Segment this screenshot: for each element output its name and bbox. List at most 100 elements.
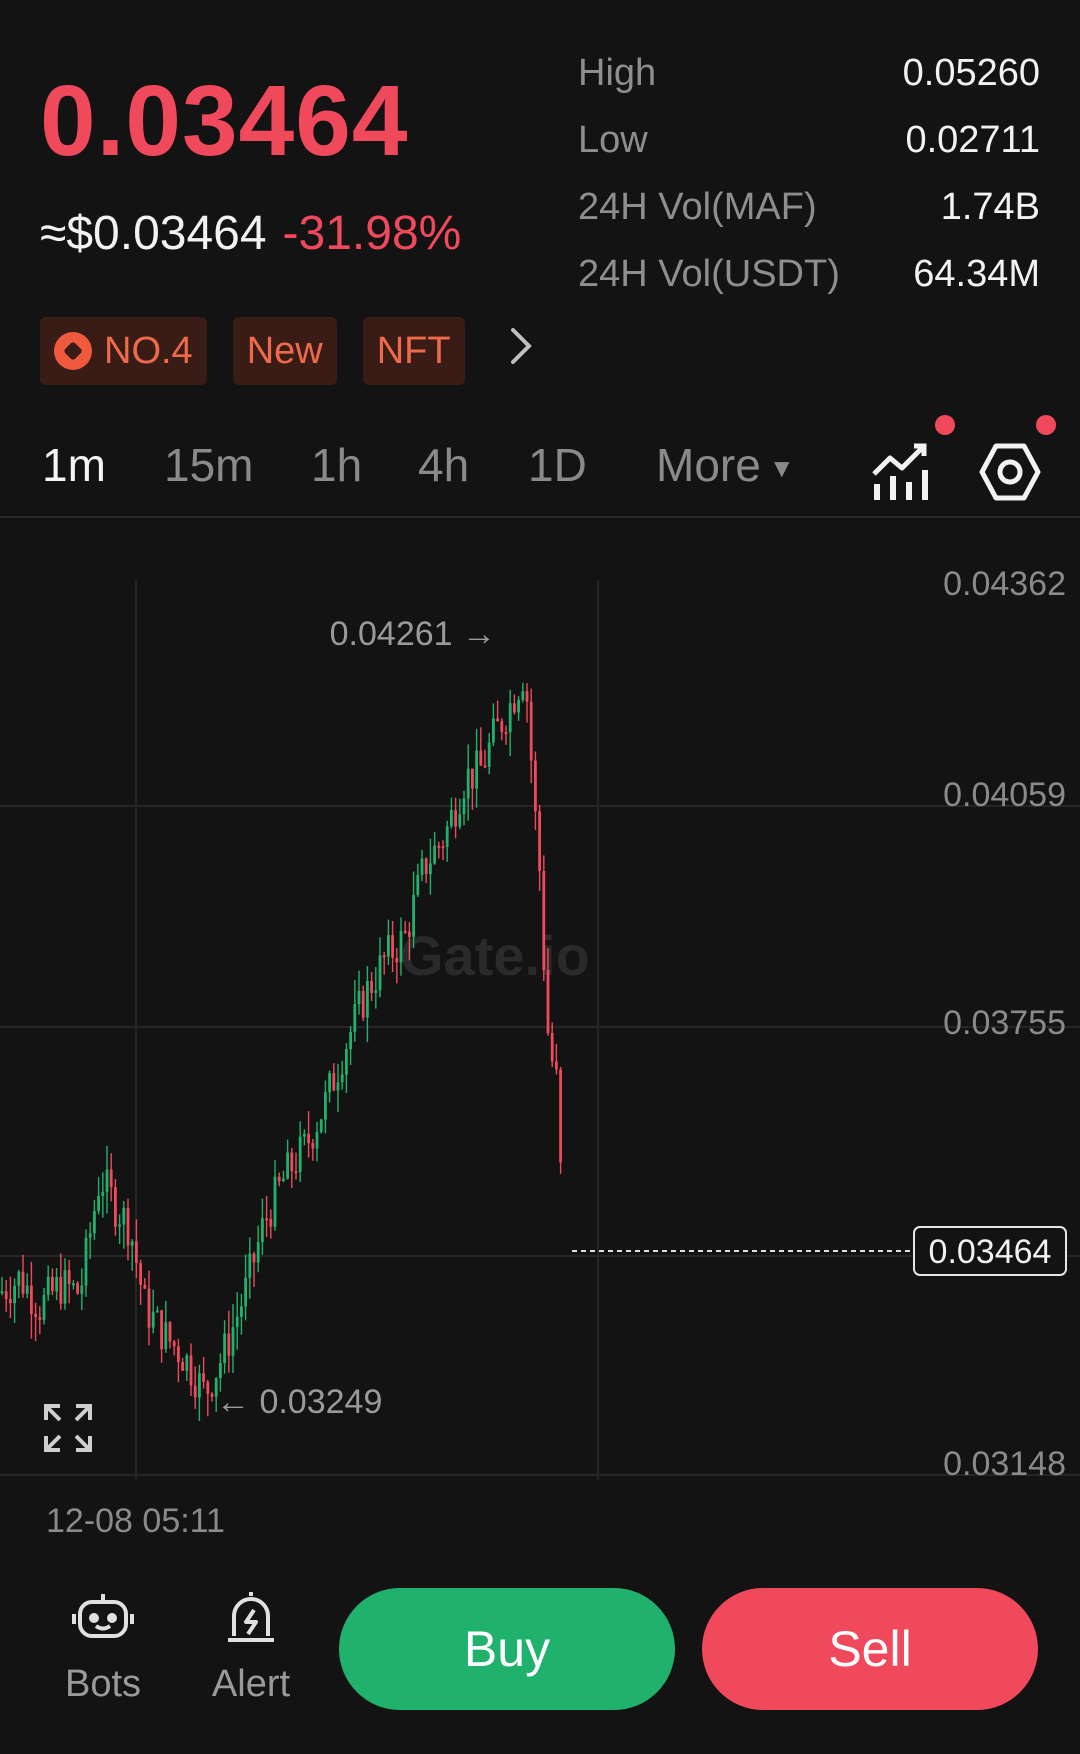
y-axis: 0.04362 0.04059 0.03755 0.03148 xyxy=(943,565,1066,1483)
bots-label: Bots xyxy=(64,1663,142,1705)
candle xyxy=(336,1063,340,1112)
candle xyxy=(471,768,474,810)
candle xyxy=(168,1320,172,1349)
tag-row: NO.4 New NFT xyxy=(40,317,537,385)
candle xyxy=(101,1172,105,1218)
rank-icon xyxy=(54,332,92,370)
candle xyxy=(324,1080,327,1134)
candle xyxy=(500,718,504,741)
tab-15m[interactable]: 15m xyxy=(164,439,254,491)
candle xyxy=(46,1265,50,1301)
candle xyxy=(408,922,411,961)
candle xyxy=(395,947,399,984)
alert-button[interactable]: Alert xyxy=(196,1588,306,1706)
candle xyxy=(21,1254,25,1298)
candle xyxy=(378,937,382,998)
candle xyxy=(525,683,529,723)
candle xyxy=(290,1147,294,1189)
candle xyxy=(88,1222,92,1260)
settings-icon[interactable] xyxy=(978,440,1042,504)
candle xyxy=(454,797,457,839)
fiat-price: ≈$0.03464 xyxy=(40,207,267,260)
chart-markers: 0.04261 → ← 0.03249 0.03464 xyxy=(216,615,1067,1421)
chevron-right-icon[interactable] xyxy=(507,324,537,379)
candle xyxy=(366,966,369,1043)
candle xyxy=(235,1292,239,1350)
tag-label: New xyxy=(246,329,323,372)
candle xyxy=(214,1377,218,1412)
candle xyxy=(206,1379,210,1417)
candle xyxy=(475,729,478,808)
candle xyxy=(496,700,499,722)
more-label: More xyxy=(656,439,761,491)
candle xyxy=(164,1300,168,1353)
candle xyxy=(231,1304,235,1374)
candle xyxy=(0,1277,4,1296)
bots-button[interactable]: Bots xyxy=(48,1588,158,1706)
candle xyxy=(298,1121,302,1183)
candle xyxy=(370,972,373,1002)
candle xyxy=(80,1268,84,1311)
candle xyxy=(445,820,449,862)
candle xyxy=(109,1153,113,1202)
candle xyxy=(466,744,470,821)
candle xyxy=(382,951,386,975)
candle xyxy=(311,1138,315,1161)
candle xyxy=(534,751,537,831)
candle xyxy=(332,1063,336,1092)
price-chart[interactable]: Gate.io 0.04261 → ← 0.03249 0.03464 0.0436… xyxy=(0,520,1080,1490)
indicator-icon[interactable] xyxy=(868,440,932,504)
candle xyxy=(97,1177,100,1215)
stat-vol-base: 24H Vol(MAF) 1.74B xyxy=(578,174,1040,241)
candle xyxy=(349,1026,352,1065)
candle xyxy=(487,733,491,775)
chart-date: 12-08 05:11 xyxy=(46,1502,225,1540)
stat-high: High 0.05260 xyxy=(578,40,1040,107)
candle xyxy=(420,849,424,882)
sell-button[interactable]: Sell xyxy=(702,1588,1038,1710)
tab-1m[interactable]: 1m xyxy=(42,439,106,491)
candle xyxy=(114,1179,117,1236)
candle xyxy=(76,1281,79,1295)
candle xyxy=(450,797,453,829)
robot-icon xyxy=(72,1594,134,1638)
candle xyxy=(25,1273,29,1299)
candle xyxy=(227,1310,231,1373)
stat-low: Low 0.02711 xyxy=(578,107,1040,174)
tab-1h[interactable]: 1h xyxy=(311,439,363,491)
price-change: -31.98% xyxy=(282,207,462,260)
tag-label: NO.4 xyxy=(104,329,193,372)
tab-more[interactable]: More ▼ xyxy=(656,438,795,492)
candle xyxy=(55,1267,58,1301)
stat-vol-quote: 24H Vol(USDT) 64.34M xyxy=(578,241,1040,308)
candle xyxy=(13,1278,16,1323)
candle xyxy=(399,917,403,976)
candle xyxy=(219,1353,222,1392)
fullscreen-icon[interactable] xyxy=(42,1402,94,1454)
candle xyxy=(550,1022,554,1068)
last-price: 0.03464 xyxy=(40,65,409,177)
candle xyxy=(156,1306,159,1313)
candle xyxy=(67,1259,71,1304)
stat-label: Low xyxy=(578,119,648,161)
candle xyxy=(223,1320,226,1374)
tag-rank[interactable]: NO.4 xyxy=(40,317,207,385)
candle xyxy=(252,1251,256,1287)
candle xyxy=(508,689,512,757)
candle xyxy=(437,841,441,859)
tab-4h[interactable]: 4h xyxy=(418,439,470,491)
candle xyxy=(546,948,550,1036)
buy-button[interactable]: Buy xyxy=(339,1588,675,1710)
candle xyxy=(542,855,546,982)
tag-nft[interactable]: NFT xyxy=(362,317,465,385)
candle xyxy=(93,1199,96,1241)
candle xyxy=(357,970,361,1015)
candle xyxy=(416,863,420,898)
tab-1d[interactable]: 1D xyxy=(528,439,587,491)
candle xyxy=(63,1258,67,1310)
caret-down-icon: ▼ xyxy=(768,453,795,484)
tag-new[interactable]: New xyxy=(232,317,337,385)
candle xyxy=(282,1170,285,1182)
candle xyxy=(51,1268,54,1296)
candle xyxy=(177,1338,180,1383)
